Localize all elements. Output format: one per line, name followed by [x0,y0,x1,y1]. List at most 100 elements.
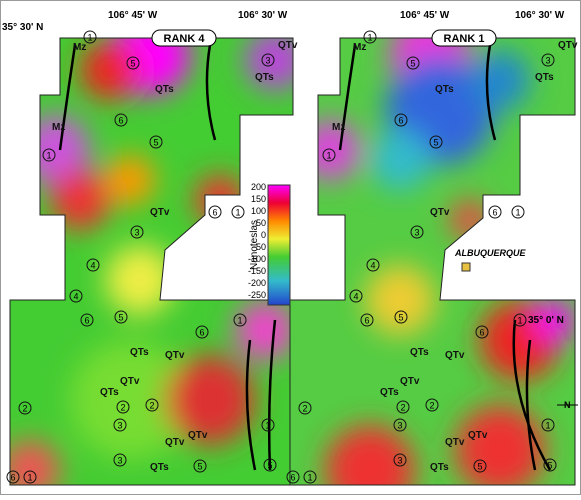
unit-label: QTv [150,207,170,218]
site-number: 5 [197,462,202,472]
site-number: 1 [237,316,242,326]
site-number: 5 [130,59,135,69]
anomaly [365,265,435,335]
site-number: 1 [367,33,372,43]
site-number: 5 [153,138,158,148]
site-number: 2 [400,403,405,413]
site-number: 4 [353,292,358,302]
site-number: 6 [479,328,484,338]
unit-label: QTs [430,462,449,473]
colorbar-tick: 100 [251,206,266,216]
anomaly [165,355,255,445]
colorbar-tick: 150 [251,194,266,204]
anomaly [450,200,490,240]
unit-label: Mz [73,42,86,53]
site-number: 5 [547,461,552,471]
site-number: 6 [84,316,89,326]
site-number: 3 [397,456,402,466]
anomaly [80,40,140,100]
site-number: 3 [134,228,139,238]
site-number: 2 [429,401,434,411]
site-number: 1 [265,421,270,431]
lon-label: 106° 45' W [400,10,450,21]
unit-label: QTs [255,72,274,83]
anomaly [235,300,295,360]
unit-label: QTv [120,376,140,387]
colorbar-tick: -100 [248,254,266,264]
unit-label: QTv [558,40,578,51]
site-number: 2 [302,404,307,414]
city-label: ALBUQUERQUE [454,248,526,258]
unit-label: QTs [130,347,149,358]
site-number: 3 [117,421,122,431]
colorbar-tick: -150 [248,266,266,276]
site-number: 5 [433,138,438,148]
site-number: 3 [414,228,419,238]
site-number: 1 [87,33,92,43]
unit-label: QTv [400,376,420,387]
unit-label: Mz [353,42,366,53]
site-number: 5 [477,462,482,472]
map-figure: RANK 4MzMzQTsQTvQTsQTvQTsQTvQTsQTvQTvQTv… [0,0,581,495]
unit-label: QTs [100,387,119,398]
unit-label: QTs [535,72,554,83]
site-number: 6 [290,473,295,483]
site-number: 1 [517,316,522,326]
unit-label: QTv [468,430,488,441]
city-marker [462,263,470,271]
site-number: 2 [120,403,125,413]
lon-label: 106° 30' W [238,10,288,21]
lon-label: 106° 30' W [515,10,565,21]
site-number: 4 [370,261,375,271]
site-number: 6 [212,208,217,218]
site-number: 1 [515,208,520,218]
site-number: 1 [46,151,51,161]
anomaly [370,130,430,190]
unit-label: QTs [150,462,169,473]
site-number: 2 [149,401,154,411]
site-number: 6 [364,316,369,326]
site-number: 6 [492,208,497,218]
colorbar-tick: 0 [261,230,266,240]
colorbar-tick: 50 [256,218,266,228]
unit-label: QTs [380,387,399,398]
site-number: 5 [398,313,403,323]
colorbar-tick: -250 [248,290,266,300]
anomaly [105,155,155,205]
unit-label: Mz [52,122,65,133]
anomaly [50,170,110,230]
site-number: 3 [397,421,402,431]
rank-title: RANK 4 [164,33,206,45]
lon-label: 106° 45' W [108,10,158,21]
lat-label: 35° 0' N [528,315,564,326]
lat-label: 35° 30' N [2,22,43,33]
unit-label: QTv [445,350,465,361]
rank-title: RANK 1 [444,33,485,45]
unit-label: QTs [410,347,429,358]
site-number: 4 [73,292,78,302]
unit-label: QTs [435,84,454,95]
unit-label: QTv [445,437,465,448]
site-number: 1 [27,473,32,483]
site-number: 6 [199,328,204,338]
unit-label: QTv [430,207,450,218]
site-number: 1 [545,421,550,431]
colorbar [268,185,290,305]
site-number: 3 [117,456,122,466]
site-number: 6 [118,116,123,126]
site-number: 5 [267,461,272,471]
site-number: 5 [410,59,415,69]
site-number: 2 [22,404,27,414]
anomaly [470,50,530,110]
site-number: 3 [545,56,550,66]
site-number: 1 [235,208,240,218]
colorbar-tick: -200 [248,278,266,288]
site-number: 1 [307,473,312,483]
site-number: 5 [118,313,123,323]
unit-label: QTv [165,350,185,361]
colorbar-tick: -50 [253,242,266,252]
site-number: 6 [398,116,403,126]
anomaly [245,30,305,90]
unit-label: QTv [278,40,298,51]
site-number: 3 [265,56,270,66]
